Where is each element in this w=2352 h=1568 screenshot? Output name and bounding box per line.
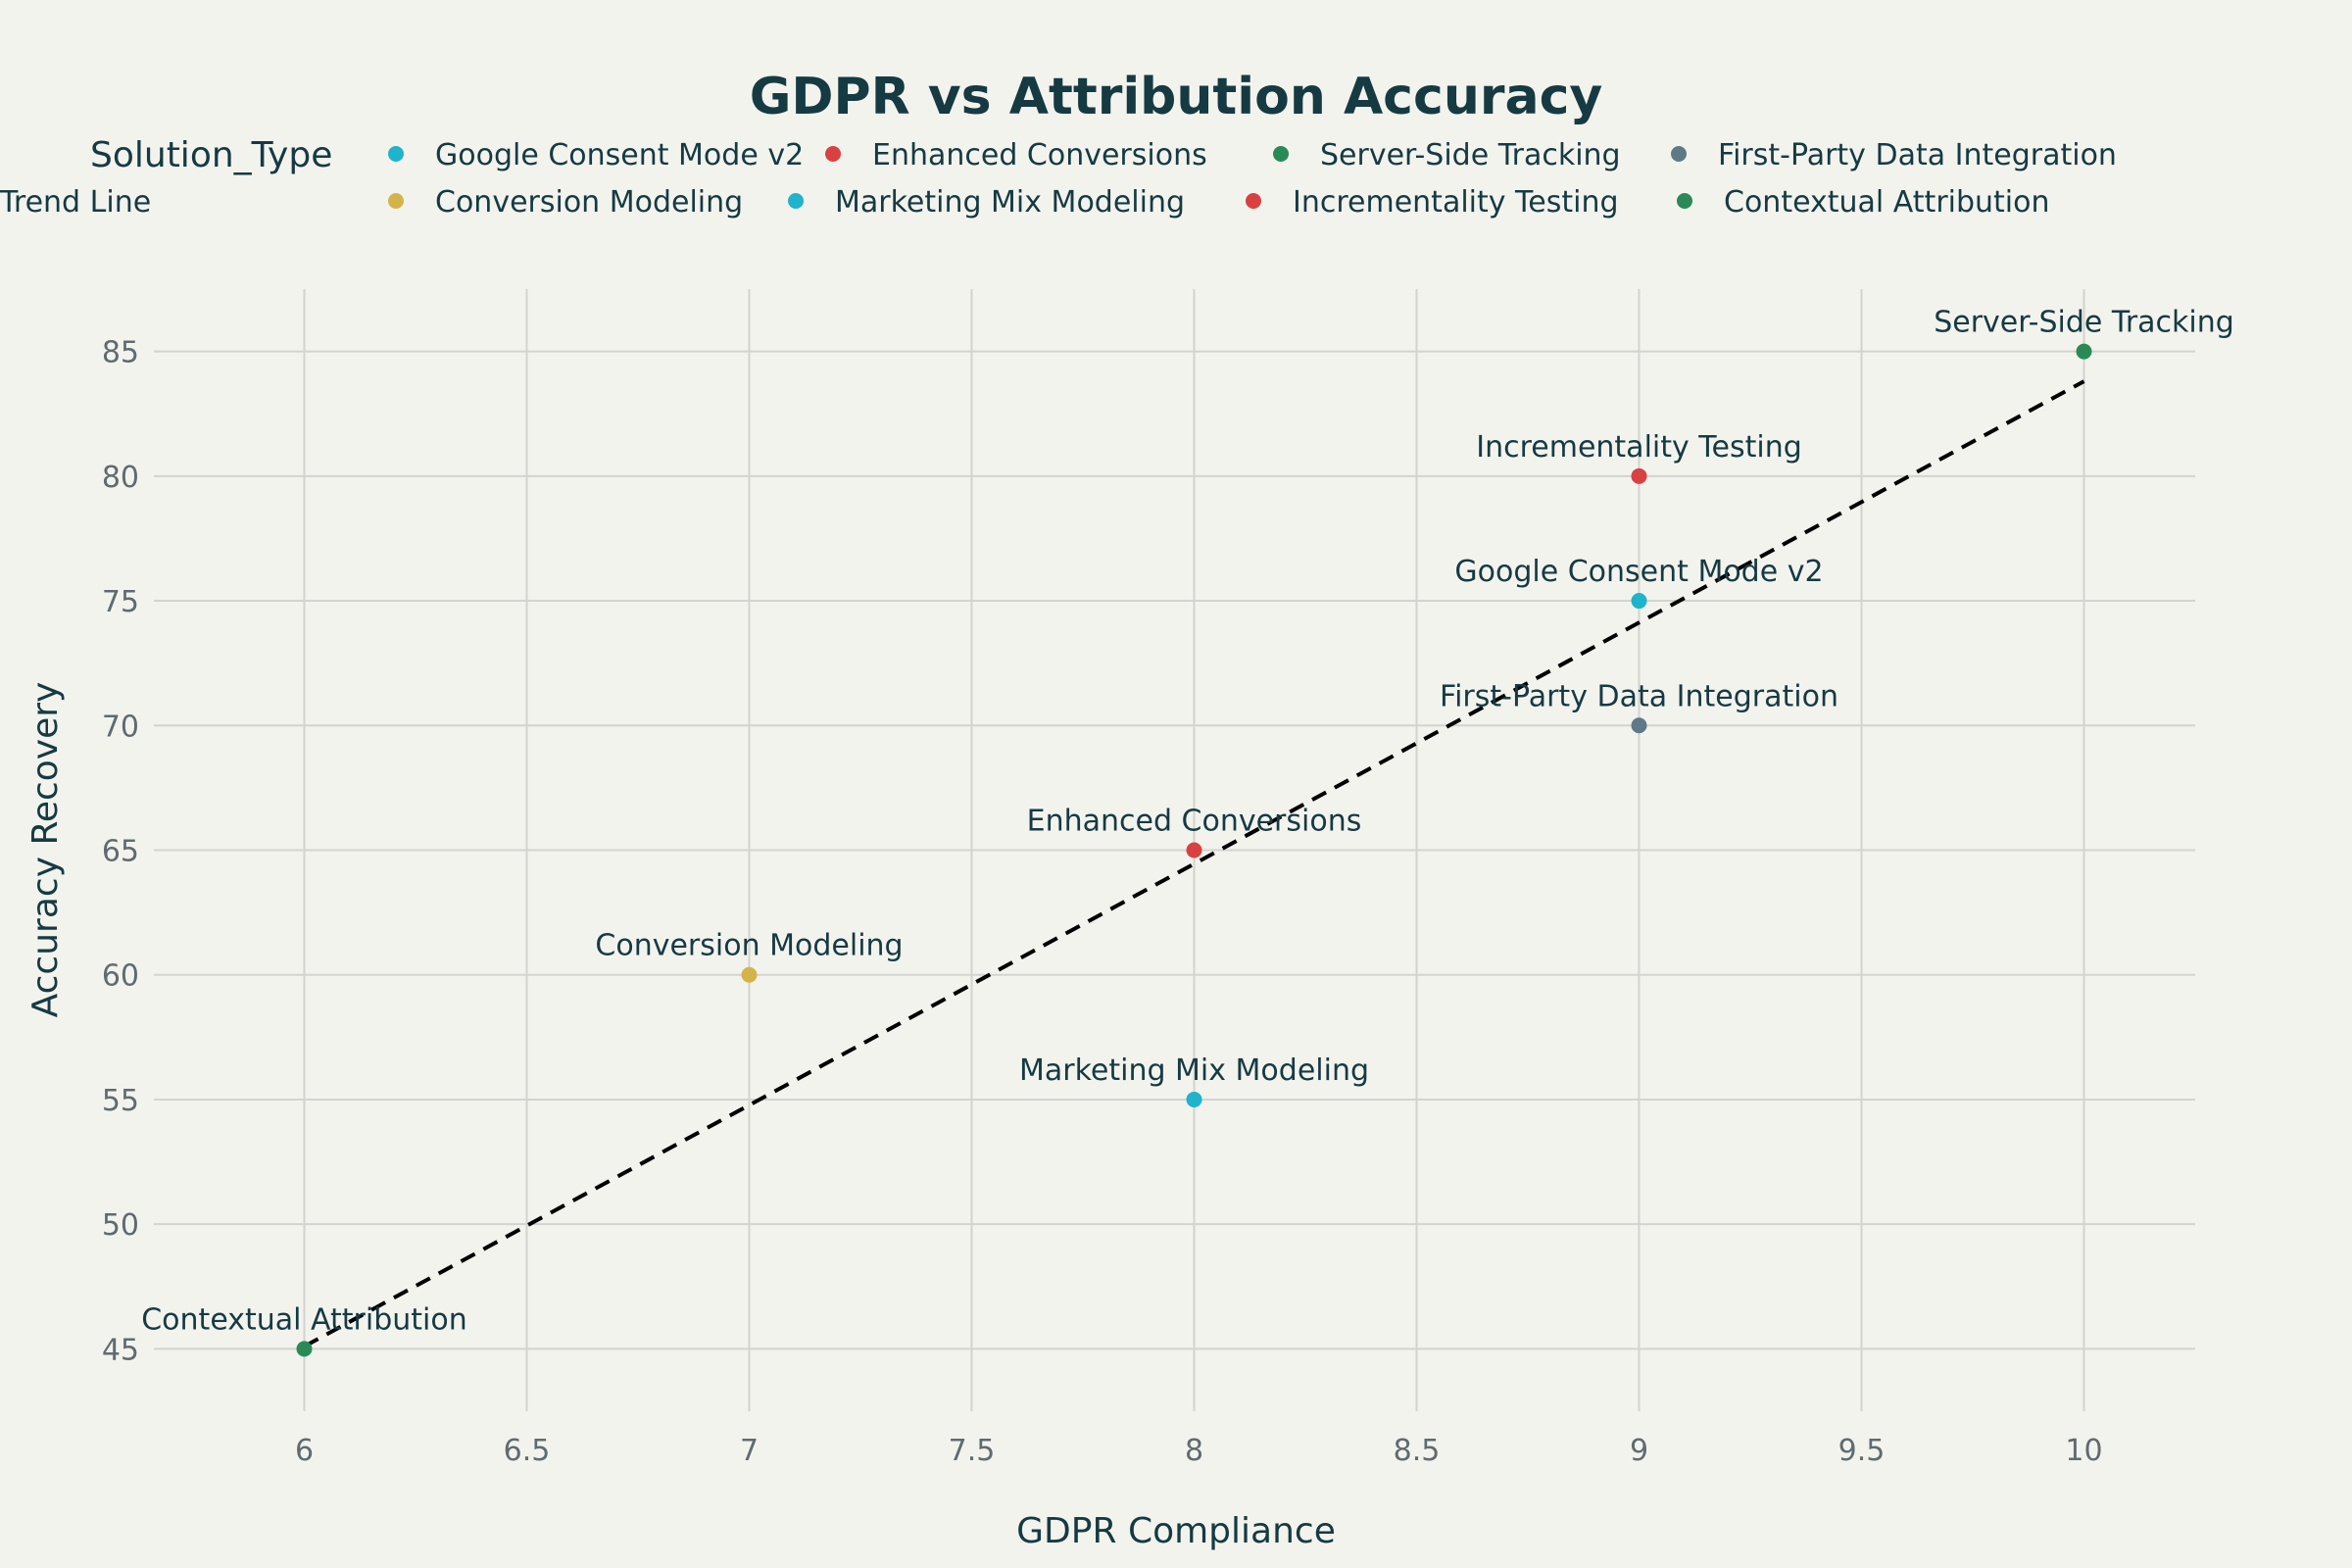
legend-item-trend-line[interactable]: Trend Line — [0, 185, 151, 220]
y-axis-title: Accuracy Recovery — [25, 682, 66, 1018]
y-tick-label: 45 — [102, 1333, 139, 1367]
point-conversion-modeling — [741, 966, 758, 983]
point-google-consent-mode-v2 — [1631, 593, 1647, 610]
point-label-incrementality-testing: Incrementality Testing — [1476, 430, 1802, 465]
y-tick-label: 65 — [102, 835, 139, 869]
legend-item-marketing-mix-modeling[interactable]: Marketing Mix Modeling — [835, 185, 1185, 220]
point-server-side-tracking — [2076, 343, 2092, 360]
x-tick-label: 6 — [295, 1434, 314, 1468]
legend-marker-first-party-data-integration — [1671, 146, 1687, 162]
legend-marker-enhanced-conversions — [825, 146, 841, 162]
legend-marker-contextual-attribution — [1677, 193, 1692, 209]
point-label-server-side-tracking: Server-Side Tracking — [1934, 306, 2234, 340]
legend-marker-server-side-tracking — [1273, 146, 1289, 162]
x-tick-label: 6.5 — [504, 1434, 551, 1468]
y-tick-label: 80 — [102, 461, 139, 495]
chart-title: GDPR vs Attribution Accuracy — [750, 68, 1603, 126]
x-tick-label: 8 — [1185, 1434, 1203, 1468]
x-axis-title: GDPR Compliance — [1016, 1511, 1336, 1551]
legend-item-first-party-data-integration[interactable]: First-Party Data Integration — [1718, 138, 2117, 172]
point-first-party-data-integration — [1631, 717, 1647, 734]
y-tick-label: 70 — [102, 710, 139, 744]
point-label-conversion-modeling: Conversion Modeling — [595, 929, 903, 963]
legend-marker-conversion-modeling — [388, 193, 404, 209]
legend-title: Solution_Type — [90, 135, 332, 175]
grid — [154, 289, 2195, 1411]
legend-item-server-side-tracking[interactable]: Server-Side Tracking — [1320, 138, 1621, 172]
point-labels-layer: Google Consent Mode v2 Enhanced Conversio… — [141, 306, 2234, 1338]
point-contextual-attribution — [296, 1341, 313, 1357]
legend-item-enhanced-conversions[interactable]: Enhanced Conversions — [872, 138, 1207, 172]
legend-marker-marketing-mix-modeling — [788, 193, 804, 209]
legend-item-conversion-modeling[interactable]: Conversion Modeling — [435, 185, 743, 220]
y-tick-label: 75 — [102, 585, 139, 619]
point-enhanced-conversions — [1186, 842, 1202, 858]
x-tick-label: 8.5 — [1394, 1434, 1441, 1468]
y-tick-label: 50 — [102, 1208, 139, 1243]
legend-item-google-consent-mode-v2[interactable]: Google Consent Mode v2 — [435, 138, 804, 172]
x-tick-label: 10 — [2065, 1434, 2102, 1468]
x-tick-label: 9.5 — [1838, 1434, 1886, 1468]
point-label-marketing-mix-modeling: Marketing Mix Modeling — [1019, 1054, 1369, 1088]
points-layer — [296, 343, 2092, 1357]
legend-item-contextual-attribution[interactable]: Contextual Attribution — [1724, 185, 2050, 220]
y-tick-label: 55 — [102, 1084, 139, 1118]
trend-line-layer — [303, 379, 2085, 1348]
y-axis-ticks: 45 50 55 60 65 70 75 80 85 — [102, 336, 139, 1368]
trend-line — [303, 379, 2085, 1348]
point-label-first-party-data-integration: First-Party Data Integration — [1440, 679, 1838, 713]
x-tick-label: 9 — [1630, 1434, 1648, 1468]
x-tick-label: 7 — [740, 1434, 759, 1468]
legend-marker-google-consent-mode-v2 — [388, 146, 404, 162]
point-label-enhanced-conversions: Enhanced Conversions — [1027, 805, 1362, 839]
legend-marker-incrementality-testing — [1246, 193, 1261, 209]
x-axis-ticks: 6 6.5 7 7.5 8 8.5 9 9.5 10 — [295, 1434, 2103, 1468]
point-label-google-consent-mode-v2: Google Consent Mode v2 — [1454, 555, 1823, 589]
y-tick-label: 60 — [102, 959, 139, 994]
legend-item-incrementality-testing[interactable]: Incrementality Testing — [1293, 185, 1619, 220]
point-marketing-mix-modeling — [1186, 1091, 1202, 1107]
legend: Solution_Type Google Consent Mode v2 Enha… — [0, 135, 2117, 220]
x-tick-label: 7.5 — [949, 1434, 996, 1468]
point-label-contextual-attribution: Contextual Attribution — [141, 1302, 467, 1337]
point-incrementality-testing — [1631, 467, 1647, 484]
y-tick-label: 85 — [102, 336, 139, 370]
